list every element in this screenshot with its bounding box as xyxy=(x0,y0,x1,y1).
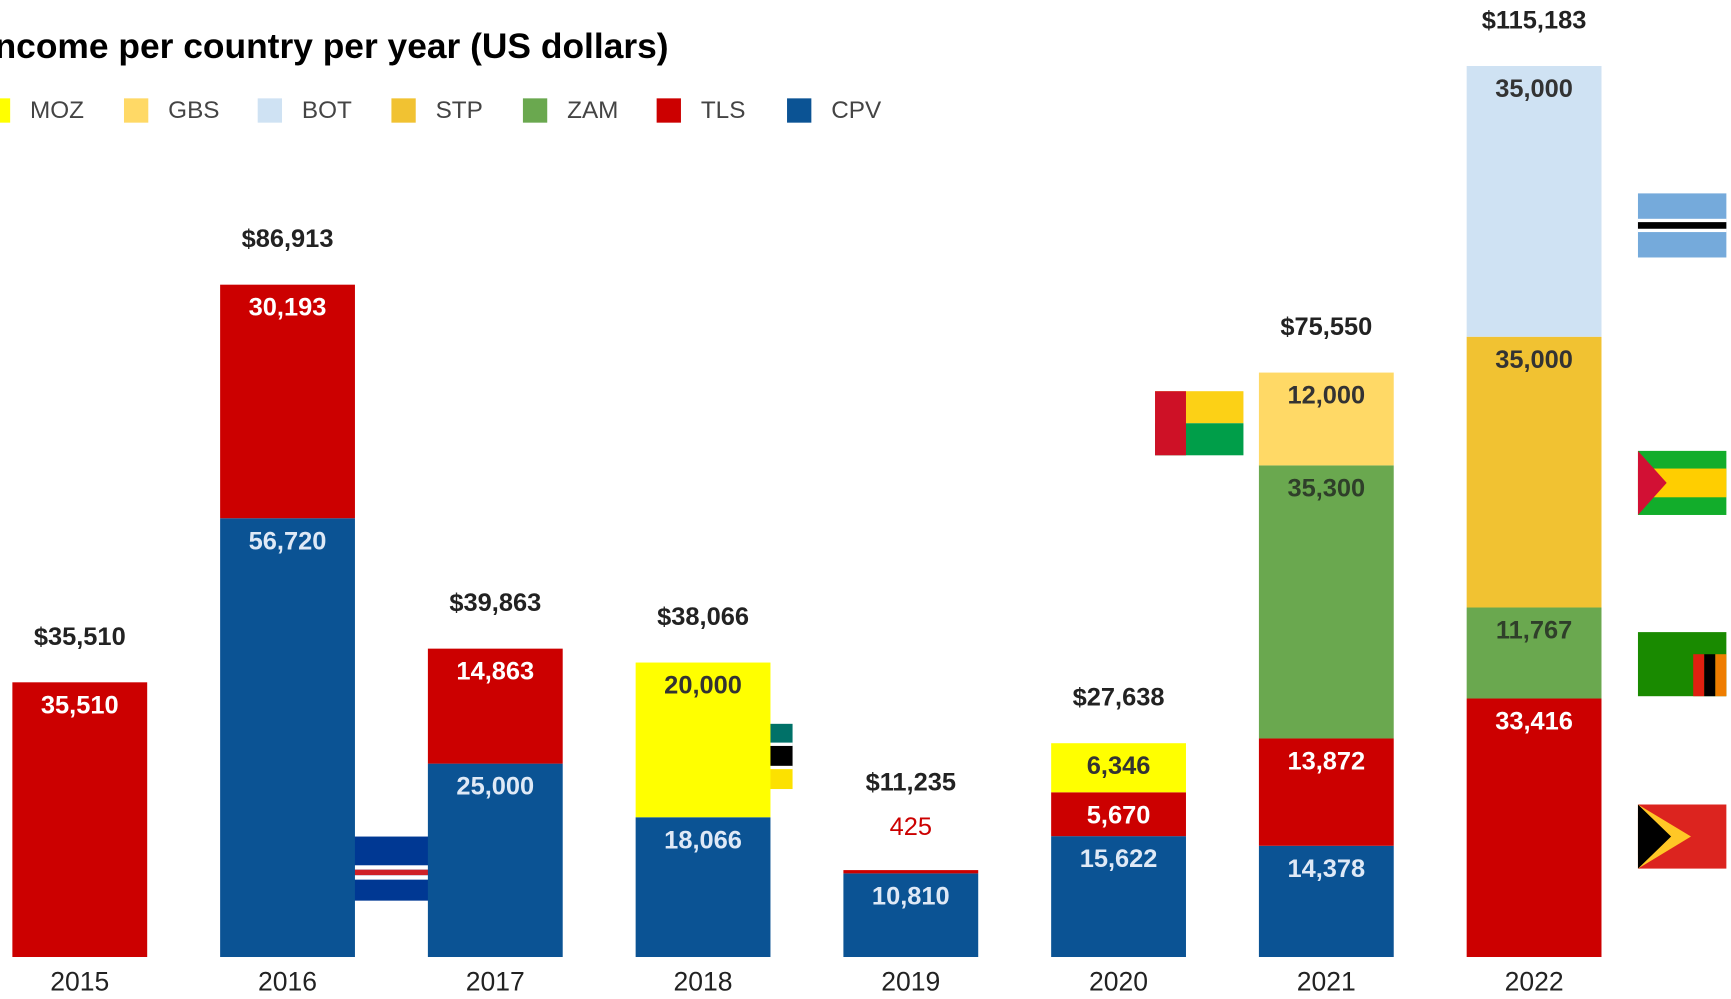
legend-swatch xyxy=(123,98,149,123)
flag-zam xyxy=(1637,632,1727,697)
bar-segment xyxy=(427,648,563,764)
segment-label: 12,000 xyxy=(1287,382,1365,410)
segment-label: 35,000 xyxy=(1495,346,1573,374)
segment-label: 56,720 xyxy=(249,527,327,555)
x-tick-label: 2016 xyxy=(258,967,317,997)
flag-tls xyxy=(1637,804,1727,869)
bar-segment xyxy=(220,518,355,958)
segment-label: 425 xyxy=(890,813,932,841)
segment-label: 14,863 xyxy=(456,658,534,686)
segment-label: 15,622 xyxy=(1080,845,1158,873)
legend-swatch xyxy=(656,98,681,123)
legend-label: GBS xyxy=(168,97,219,124)
bar-segment xyxy=(843,870,979,874)
x-tick-label: 2021 xyxy=(1297,967,1356,997)
chart-title: Income per country per year (US dollars) xyxy=(0,27,669,66)
legend-label: BOT xyxy=(302,97,352,124)
legend-swatch xyxy=(257,98,283,123)
segment-label: 20,000 xyxy=(664,672,742,700)
segment-label: 25,000 xyxy=(456,773,534,801)
bar-segment xyxy=(1258,372,1394,466)
total-label: $75,550 xyxy=(1280,313,1372,341)
legend-label: TLS xyxy=(701,97,746,124)
flag-gbs xyxy=(1155,391,1244,456)
segment-label: 14,378 xyxy=(1287,855,1365,883)
flag-stp xyxy=(1637,450,1727,515)
segment-label: 30,193 xyxy=(249,294,327,322)
x-tick-label: 2022 xyxy=(1505,967,1564,997)
segment-label: 18,066 xyxy=(664,826,742,854)
bar-segment xyxy=(635,662,771,818)
x-tick-label: 2018 xyxy=(674,967,733,997)
bar-segment xyxy=(220,284,355,519)
bar-segment xyxy=(1051,792,1186,837)
bar-segment xyxy=(427,763,563,958)
segment-label: 35,510 xyxy=(41,691,119,719)
total-label: $35,510 xyxy=(34,623,126,651)
x-tick-label: 2017 xyxy=(466,967,525,997)
total-label: $27,638 xyxy=(1073,684,1165,712)
legend-swatch xyxy=(522,98,548,123)
bar-segment xyxy=(1051,743,1186,793)
legend-swatch xyxy=(0,98,11,123)
total-label: $115,183 xyxy=(1482,7,1587,35)
x-tick-label: 2019 xyxy=(881,967,940,997)
segment-label: 5,670 xyxy=(1087,801,1151,829)
flag-cpv xyxy=(350,836,439,901)
legend-label: STP xyxy=(436,97,483,124)
segment-label: 35,000 xyxy=(1495,75,1573,103)
segment-label: 6,346 xyxy=(1087,752,1151,780)
bar-segment xyxy=(1258,845,1394,958)
total-label: $39,863 xyxy=(449,589,541,617)
segment-label: 35,300 xyxy=(1287,474,1365,502)
legend-swatch xyxy=(391,98,416,123)
bar-segment xyxy=(12,682,148,958)
segment-label: 11,767 xyxy=(1496,617,1572,645)
legend-label: MOZ xyxy=(30,97,84,124)
x-tick-label: 2015 xyxy=(50,967,109,997)
bar-segment xyxy=(1466,607,1602,699)
bar-segment xyxy=(1466,65,1602,337)
legend-label: CPV xyxy=(831,97,882,124)
flag-bot xyxy=(1637,193,1727,258)
bar-segment xyxy=(1466,336,1602,608)
bar-segment xyxy=(843,873,979,958)
bar-segment xyxy=(1051,836,1186,958)
total-label: $38,066 xyxy=(657,603,749,631)
bar-segment xyxy=(635,817,771,958)
legend-label: ZAM xyxy=(567,97,618,124)
bar-segment xyxy=(1258,738,1394,846)
total-label: $11,235 xyxy=(866,769,956,797)
segment-label: 10,810 xyxy=(872,882,950,910)
bar-segment xyxy=(1466,698,1602,958)
total-label: $86,913 xyxy=(242,225,334,253)
legend-swatch xyxy=(787,98,812,123)
x-tick-label: 2020 xyxy=(1089,967,1148,997)
bar-segment xyxy=(1258,465,1394,739)
segment-label: 13,872 xyxy=(1287,748,1365,776)
segment-label: 33,416 xyxy=(1495,708,1573,736)
